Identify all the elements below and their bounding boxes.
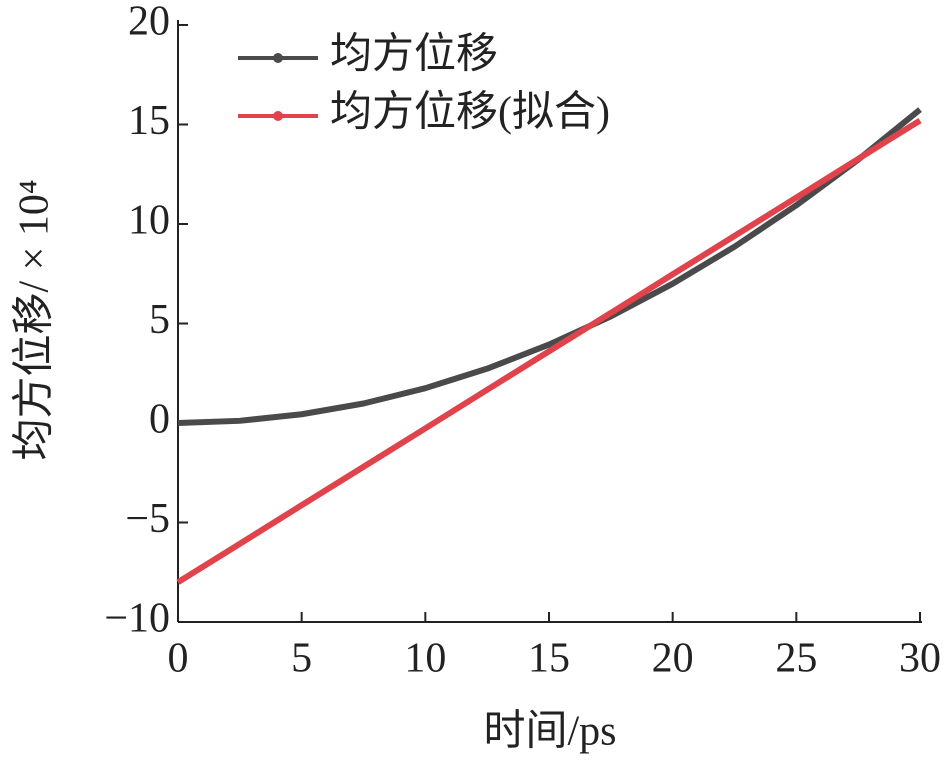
y-tick-label: 0 [149,397,170,443]
y-tick-label: 20 [128,0,170,45]
x-tick-label: 5 [291,636,312,682]
x-tick-label: 25 [775,636,817,682]
y-axis-label: 均方位移/ × 10⁴ [11,180,58,461]
x-tick-label: 0 [168,636,189,682]
x-tick-label: 10 [404,636,446,682]
x-tick-label: 15 [528,636,570,682]
series-line [176,117,922,585]
x-tick-label: 20 [652,636,694,682]
legend-marker [273,53,283,63]
y-tick-label: −5 [125,496,170,542]
legend-label: 均方位移 [330,31,498,78]
y-tick-label: 15 [128,98,170,144]
legend-label: 均方位移(拟合) [330,89,610,136]
x-axis-label: 时间/ps [483,709,616,755]
series-line [177,107,922,426]
legend-marker [273,111,283,121]
y-tick-label: 5 [149,297,170,343]
x-tick-label: 30 [899,636,941,682]
y-tick-label: −10 [104,596,170,642]
y-tick-label: 10 [128,198,170,244]
